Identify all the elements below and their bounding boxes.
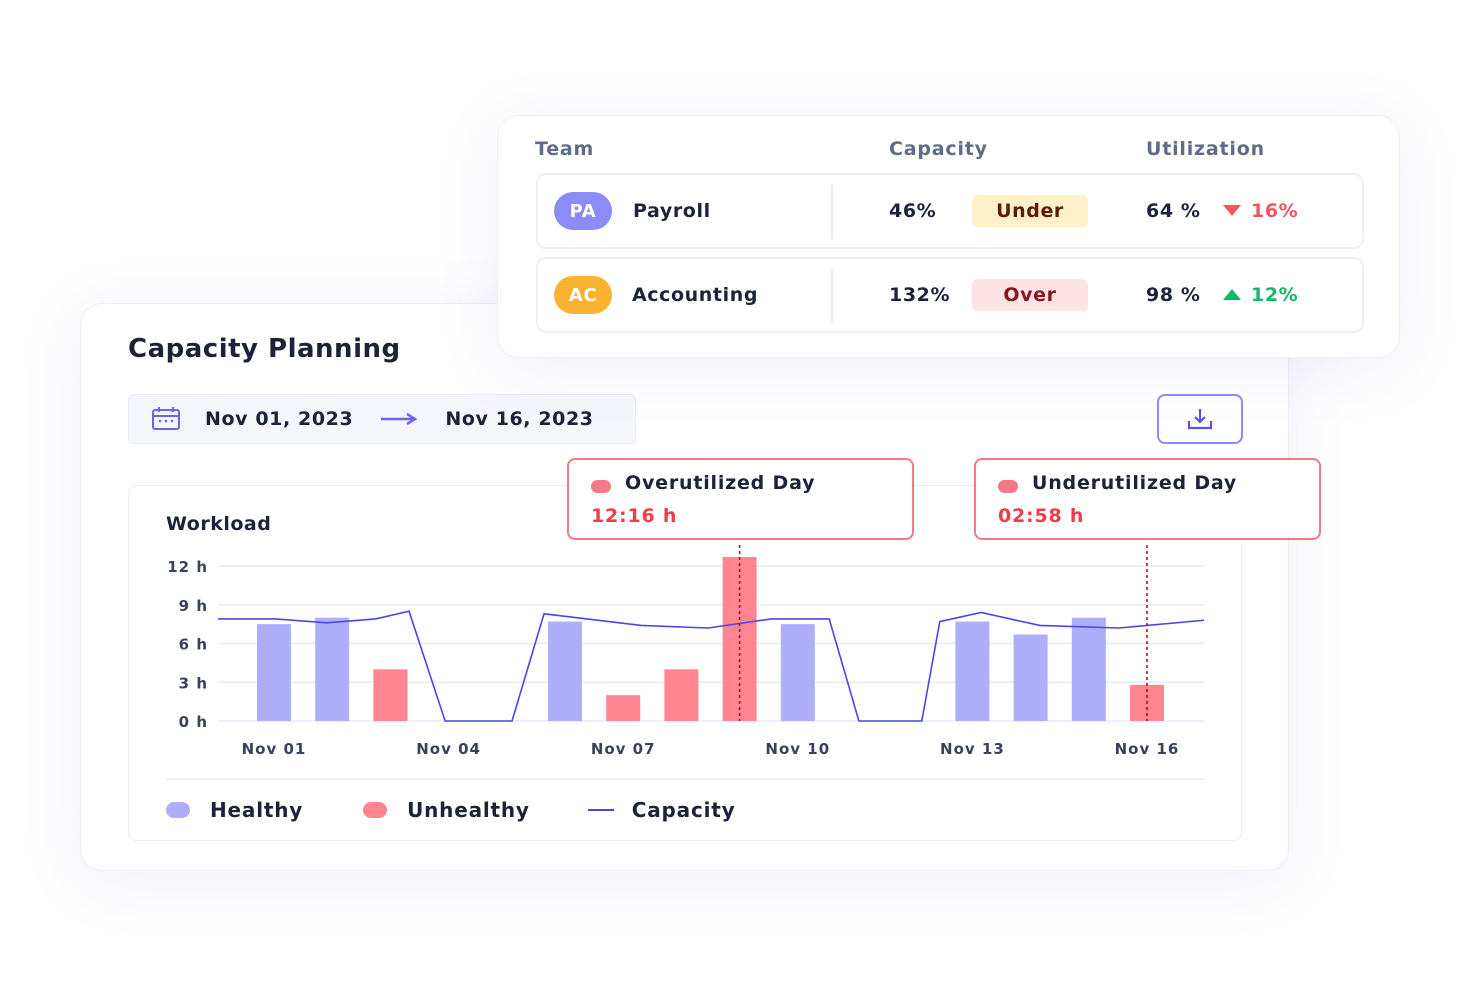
tooltip-label: Overutilized Day [625,472,816,494]
avatar: AC [554,276,612,314]
utilization-value: 64 % [1146,200,1201,222]
download-button[interactable] [1157,394,1243,444]
status-badge: Under [972,195,1088,227]
avatar: PA [554,192,612,230]
end-date[interactable]: Nov 16, 2023 [445,408,594,430]
triangle-up-icon [1223,289,1241,300]
overutilized-tooltip: Overutilized Day 12:16 h [567,458,914,540]
utilization-change: 12% [1251,284,1299,306]
tooltip-value: 12:16 h [591,505,678,527]
team-name: Payroll [633,200,711,222]
unhealthy-dot-icon [998,480,1018,493]
utilization-change: 16% [1251,200,1299,222]
download-icon [1187,409,1213,430]
arrow-right-icon [381,412,418,426]
capacity-legend-swatch [587,809,614,811]
chart-title: Workload [166,513,272,535]
legend-capacity: Capacity [631,798,736,822]
calendar-icon [152,407,180,430]
header-team: Team [535,138,595,160]
header-utilization: Utilization [1146,138,1265,160]
capacity-planning-card: Capacity Planning Nov 01, 2023 Nov 16, 2… [80,303,1289,871]
status-badge: Over [972,279,1088,311]
capacity-value: 132% [889,284,951,306]
underutilized-tooltip: Underutilized Day 02:58 h [974,458,1321,540]
unhealthy-dot-icon [591,480,611,493]
table-row[interactable]: PA Payroll 46% Under 64 % 16% [536,173,1364,249]
divider [831,185,833,239]
capacity-value: 46% [889,200,937,222]
table-row[interactable]: AC Accounting 132% Over 98 % 12% [536,257,1364,333]
legend-unhealthy: Unhealthy [407,798,530,822]
date-range-picker[interactable]: Nov 01, 2023 Nov 16, 2023 [128,394,636,444]
legend-healthy: Healthy [210,798,304,822]
start-date[interactable]: Nov 01, 2023 [205,408,354,430]
chart-legend: Healthy Unhealthy Capacity [166,778,1204,822]
triangle-down-icon [1223,205,1241,216]
tooltip-label: Underutilized Day [1032,472,1238,494]
unhealthy-legend-swatch [363,802,388,818]
team-utilization-table: Team Capacity Utilization PA Payroll 46%… [497,115,1400,358]
page-title: Capacity Planning [128,334,401,364]
tooltip-value: 02:58 h [998,505,1085,527]
divider [831,269,833,323]
healthy-legend-swatch [166,802,190,818]
utilization-value: 98 % [1146,284,1201,306]
team-name: Accounting [632,284,759,306]
header-capacity: Capacity [889,138,988,160]
